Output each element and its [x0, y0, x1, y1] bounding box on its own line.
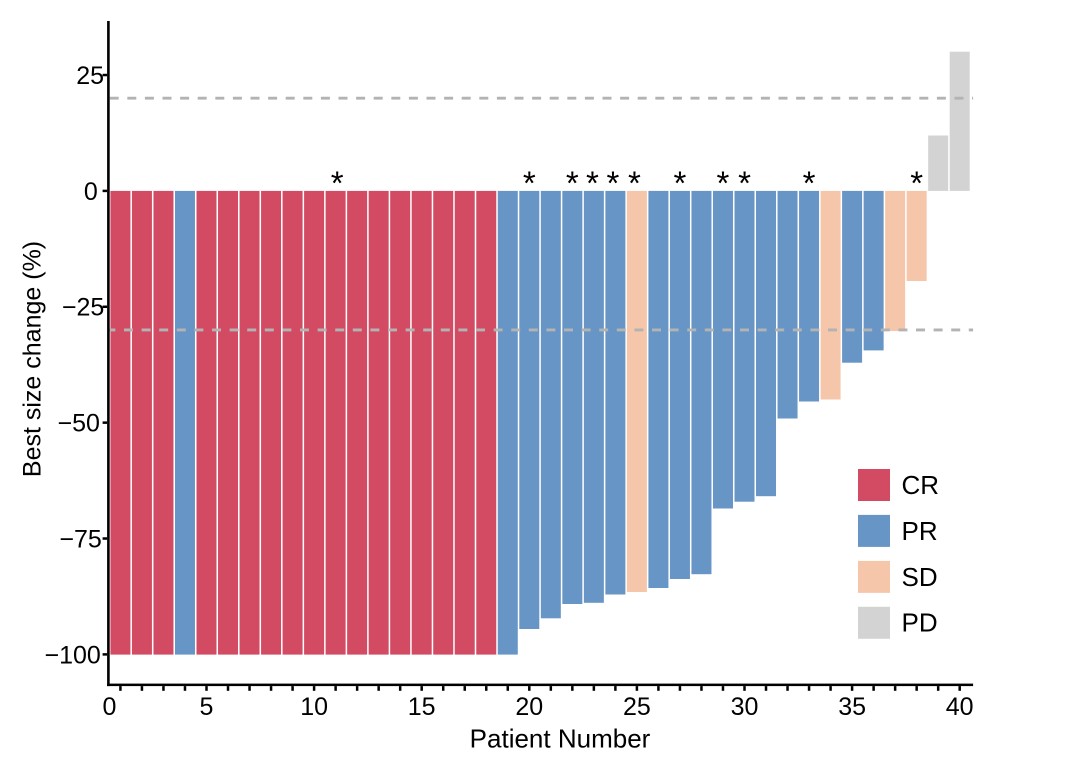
svg-text:5: 5 [200, 693, 214, 721]
svg-text:*: * [523, 165, 536, 202]
svg-text:CR: CR [902, 470, 940, 500]
svg-text:*: * [803, 165, 816, 202]
svg-text:PR: PR [902, 516, 938, 546]
svg-text:25: 25 [623, 693, 651, 721]
svg-text:Patient Number: Patient Number [470, 724, 651, 754]
svg-text:*: * [566, 165, 579, 202]
svg-text:10: 10 [300, 693, 328, 721]
svg-text:0: 0 [102, 693, 116, 721]
svg-text:−75: −75 [59, 525, 101, 553]
svg-text:40: 40 [946, 693, 974, 721]
svg-text:*: * [738, 165, 751, 202]
svg-text:Best size change (%): Best size change (%) [18, 241, 46, 477]
svg-text:*: * [628, 165, 641, 202]
svg-text:*: * [606, 165, 619, 202]
svg-text:−25: −25 [62, 294, 104, 322]
svg-text:*: * [910, 165, 923, 202]
svg-text:*: * [586, 165, 599, 202]
svg-text:0: 0 [84, 178, 98, 206]
svg-text:SD: SD [902, 562, 938, 592]
svg-text:*: * [331, 165, 344, 202]
svg-text:*: * [674, 165, 687, 202]
svg-text:35: 35 [838, 693, 866, 721]
svg-text:−100: −100 [44, 641, 100, 669]
svg-text:15: 15 [408, 693, 436, 721]
svg-text:30: 30 [731, 693, 759, 721]
svg-text:−50: −50 [57, 410, 99, 438]
svg-text:*: * [717, 165, 730, 202]
svg-text:PD: PD [902, 608, 938, 638]
svg-text:20: 20 [515, 693, 543, 721]
svg-text:25: 25 [76, 62, 104, 90]
